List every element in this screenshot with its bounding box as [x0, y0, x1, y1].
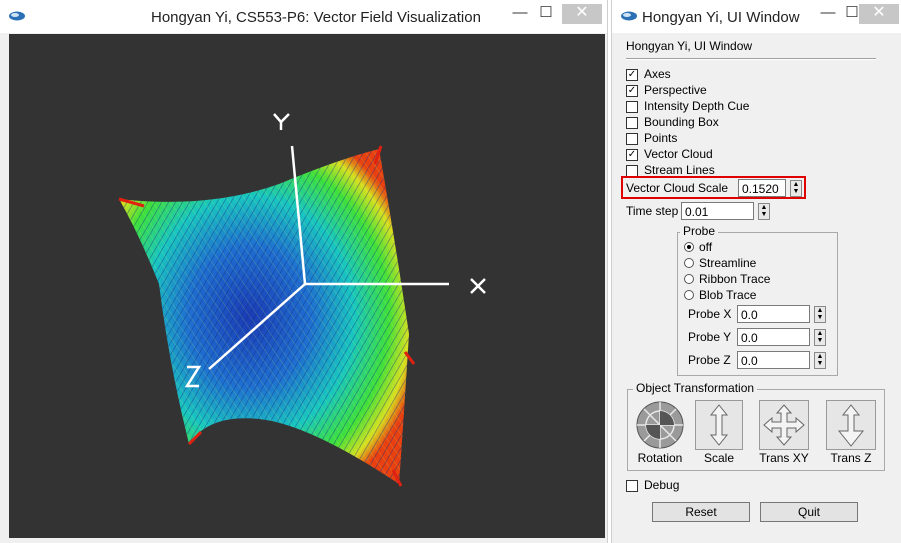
axes	[184, 113, 486, 388]
minimize-icon[interactable]: —	[512, 4, 528, 21]
time-step-spinner[interactable]: ▲ ▼	[758, 203, 770, 220]
viz-window-title: Hongyan Yi, CS553-P6: Vector Field Visua…	[151, 9, 481, 26]
scale-button[interactable]	[695, 400, 743, 450]
bounding-box-check[interactable]	[626, 117, 638, 129]
maximize-icon[interactable]: ☐	[845, 4, 859, 21]
rotation-label: Rotation	[637, 451, 683, 465]
rotation-button[interactable]	[636, 400, 684, 450]
minimize-icon[interactable]: —	[820, 4, 836, 21]
vector-field-canvas[interactable]	[9, 34, 605, 538]
intensity-depth-cue-label: Intensity Depth Cue	[644, 99, 750, 113]
object-transformation-title: Object Transformation	[633, 381, 758, 395]
probe-y-spinner[interactable]: ▲ ▼	[814, 329, 826, 346]
debug-check[interactable]	[626, 480, 638, 492]
vector-cloud-scale-spinner[interactable]: ▲ ▼	[790, 180, 802, 197]
probe-x-spinner[interactable]: ▲ ▼	[814, 306, 826, 323]
move-xy-icon	[763, 404, 805, 446]
probe-z-input[interactable]: 0.0	[737, 351, 810, 369]
intensity-depth-cue-check[interactable]	[626, 101, 638, 113]
probe-off-label: off	[699, 240, 713, 254]
quit-button[interactable]: Quit	[760, 502, 858, 522]
scale-arrows-icon	[709, 404, 729, 446]
vector-cloud-scale-highlight	[621, 176, 806, 199]
points-label: Points	[644, 131, 678, 145]
trans-z-button[interactable]	[826, 400, 876, 450]
probe-group	[677, 232, 838, 376]
perspective-check[interactable]: ✓	[626, 85, 638, 97]
probe-group-title: Probe	[680, 224, 719, 238]
trans-xy-label: Trans XY	[759, 451, 809, 465]
stream-lines-label: Stream Lines	[644, 163, 715, 177]
time-step-input[interactable]: 0.01	[681, 202, 754, 220]
move-z-icon	[837, 404, 865, 447]
probe-y-input[interactable]: 0.0	[737, 328, 810, 346]
probe-streamline-radio[interactable]	[684, 258, 694, 268]
ui-window: Hongyan Yi, UI Window — ☐ ✕	[612, 0, 901, 543]
probe-z-spinner[interactable]: ▲ ▼	[814, 352, 826, 369]
probe-streamline-label: Streamline	[699, 256, 757, 270]
axes-check[interactable]: ✓	[626, 69, 638, 81]
trans-xy-button[interactable]	[759, 400, 809, 450]
probe-x-input[interactable]: 0.0	[737, 305, 810, 323]
probe-blob-trace-label: Blob Trace	[699, 288, 757, 302]
ui-window-title: Hongyan Yi, UI Window	[642, 9, 800, 26]
probe-y-label: Probe Y	[688, 330, 732, 344]
scale-label: Scale	[703, 451, 735, 465]
probe-blob-trace-radio[interactable]	[684, 290, 694, 300]
vector-cloud	[118, 145, 416, 487]
viz-titlebar[interactable]: Hongyan Yi, CS553-P6: Vector Field Visua…	[0, 0, 607, 33]
close-icon[interactable]: ✕	[562, 4, 602, 24]
ui-titlebar[interactable]: Hongyan Yi, UI Window — ☐ ✕	[612, 0, 901, 33]
vector-field-render	[118, 113, 486, 487]
points-check[interactable]	[626, 133, 638, 145]
probe-z-label: Probe Z	[688, 353, 731, 367]
vector-cloud-scale-input[interactable]: 0.1520	[738, 179, 786, 197]
probe-ribbon-trace-radio[interactable]	[684, 274, 694, 284]
maximize-icon[interactable]: ☐	[539, 4, 553, 21]
probe-off-radio[interactable]	[684, 242, 694, 252]
bounding-box-label: Bounding Box	[644, 115, 719, 129]
vector-cloud-scale-label: Vector Cloud Scale	[626, 181, 729, 195]
rotation-ball-icon	[636, 401, 684, 449]
debug-label: Debug	[644, 478, 680, 492]
trans-z-label: Trans Z	[830, 451, 872, 465]
axes-label: Axes	[644, 67, 671, 81]
time-step-label: Time step	[626, 204, 679, 218]
probe-x-label: Probe X	[688, 307, 732, 321]
perspective-label: Perspective	[644, 83, 707, 97]
app-icon	[9, 11, 25, 21]
panel-divider	[626, 58, 876, 60]
reset-button[interactable]: Reset	[652, 502, 750, 522]
close-icon[interactable]: ✕	[859, 4, 899, 24]
app-icon	[621, 11, 637, 21]
panel-heading: Hongyan Yi, UI Window	[626, 39, 753, 53]
probe-ribbon-trace-label: Ribbon Trace	[699, 272, 771, 286]
vector-cloud-check[interactable]: ✓	[626, 149, 638, 161]
vector-cloud-label: Vector Cloud	[644, 147, 713, 161]
